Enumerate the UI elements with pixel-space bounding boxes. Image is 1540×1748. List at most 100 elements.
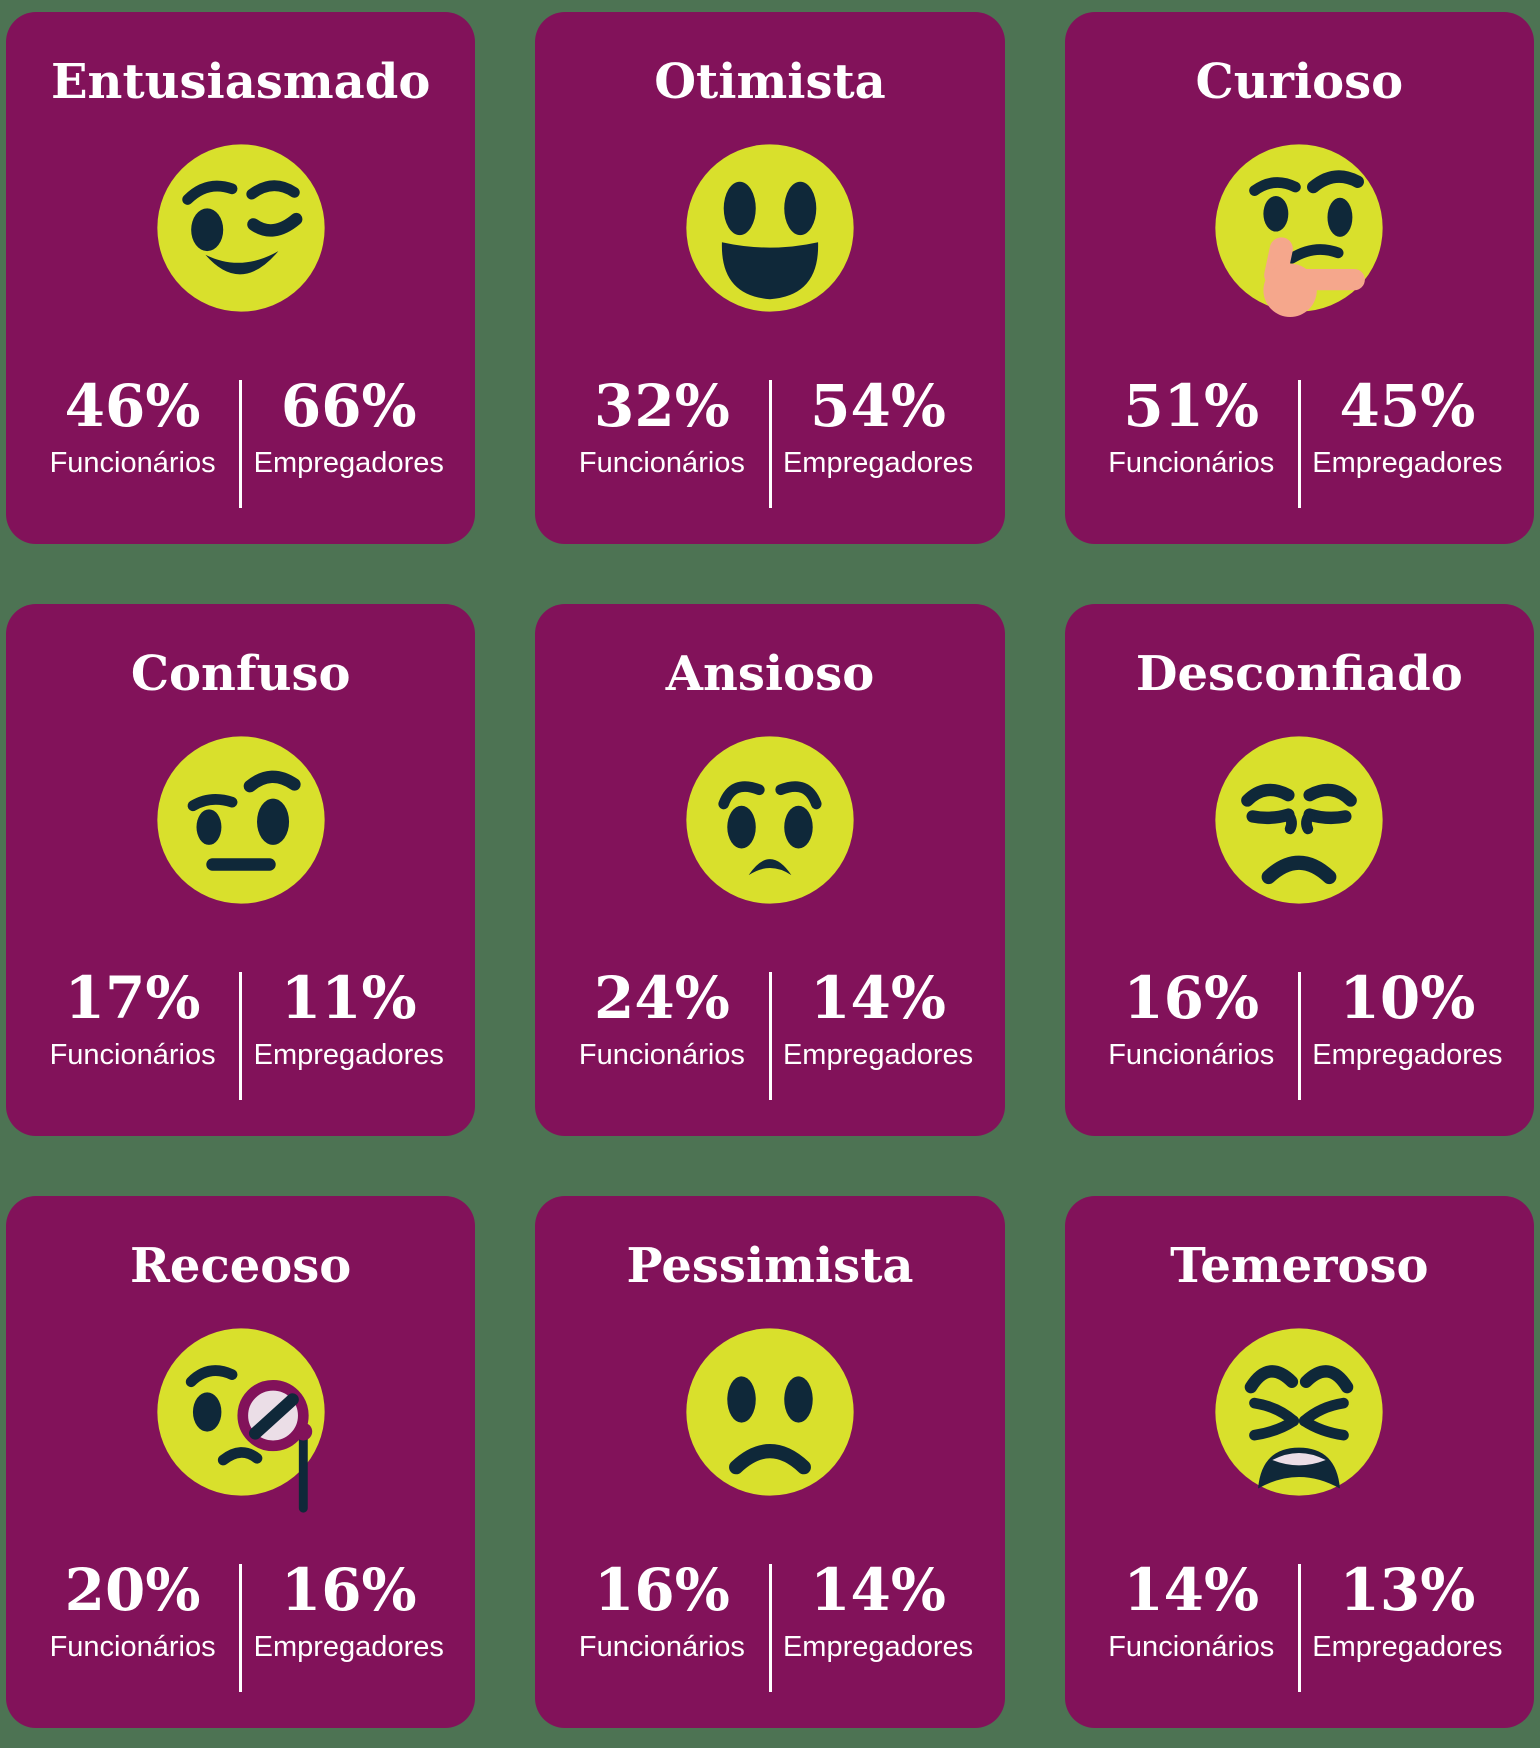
stats-divider <box>768 972 772 1100</box>
employees-stat: 17% Funcionários <box>26 968 239 1072</box>
card-title: Pessimista <box>626 1238 914 1294</box>
card-otimista: Otimista 32% Funcionários 54% Empregador… <box>535 12 1005 544</box>
employers-stat: 14% Empregadores <box>772 968 985 1072</box>
card-desconfiado: Desconfiado 16% Funcionários 10% Emprega… <box>1064 604 1534 1136</box>
employers-label: Empregadores <box>1312 1630 1503 1663</box>
employees-percentage: 32% <box>594 372 730 440</box>
employers-stat: 16% Empregadores <box>242 1560 455 1664</box>
card-receoso: Receoso 20% Funcionários 16% Empregadore… <box>6 1196 476 1728</box>
employers-label: Empregadores <box>782 1038 974 1071</box>
employees-percentage: 20% <box>64 1556 201 1624</box>
employers-label: Empregadores <box>782 1630 974 1663</box>
unamused-face-icon <box>1215 736 1383 904</box>
employees-label: Funcionários <box>1108 1630 1275 1663</box>
card-title: Receoso <box>130 1238 352 1294</box>
stats-row: 46% Funcionários 66% Empregadores <box>26 376 455 508</box>
employees-percentage: 16% <box>1123 964 1260 1032</box>
card-title: Ansioso <box>665 646 875 702</box>
card-entusiasmado: Entusiasmado 46% Funcionários 66% Empreg… <box>6 12 476 544</box>
raised-eyebrow-face-icon <box>156 736 325 904</box>
card-title: Curioso <box>1195 54 1404 110</box>
employees-stat: 24% Funcionários <box>555 968 768 1072</box>
employers-percentage: 16% <box>280 1556 417 1624</box>
employers-label: Empregadores <box>253 1630 444 1663</box>
card-title: Confuso <box>130 646 351 702</box>
card-title: Otimista <box>654 54 886 110</box>
stats-divider <box>1297 1564 1301 1692</box>
employees-stat: 14% Funcionários <box>1085 1560 1298 1664</box>
employees-percentage: 24% <box>594 964 730 1032</box>
card-title: Temeroso <box>1170 1238 1429 1294</box>
worried-face-icon <box>686 736 854 904</box>
employers-stat: 14% Empregadores <box>772 1560 985 1664</box>
stats-row: 32% Funcionários 54% Empregadores <box>555 376 984 508</box>
employees-label: Funcionários <box>49 1630 216 1663</box>
employers-label: Empregadores <box>1312 1038 1503 1071</box>
stats-row: 51% Funcionários 45% Empregadores <box>1085 376 1514 508</box>
employers-stat: 11% Empregadores <box>242 968 455 1072</box>
card-ansioso: Ansioso 24% Funcionários 14% Empregadore… <box>535 604 1005 1136</box>
employers-percentage: 14% <box>810 1556 946 1624</box>
employees-label: Funcionários <box>49 446 216 479</box>
employees-percentage: 17% <box>64 964 201 1032</box>
employees-stat: 20% Funcionários <box>26 1560 239 1664</box>
employees-percentage: 14% <box>1123 1556 1260 1624</box>
employees-label: Funcionários <box>49 1038 216 1071</box>
stats-row: 14% Funcionários 13% Empregadores <box>1085 1560 1514 1692</box>
stats-row: 16% Funcionários 10% Empregadores <box>1085 968 1514 1100</box>
employees-label: Funcionários <box>1108 1038 1275 1071</box>
employers-percentage: 45% <box>1339 372 1476 440</box>
employers-percentage: 66% <box>280 372 417 440</box>
stats-row: 16% Funcionários 14% Empregadores <box>555 1560 984 1692</box>
employers-label: Empregadores <box>782 446 974 479</box>
employees-stat: 46% Funcionários <box>26 376 239 480</box>
employers-percentage: 10% <box>1339 964 1476 1032</box>
employers-stat: 13% Empregadores <box>1301 1560 1514 1664</box>
employees-stat: 51% Funcionários <box>1085 376 1298 480</box>
card-temeroso: Temeroso 14% Funcionários 13% Empregador… <box>1064 1196 1534 1728</box>
employers-percentage: 13% <box>1339 1556 1476 1624</box>
stats-divider <box>768 1564 772 1692</box>
card-curioso: Curioso 51% Funcionários 45% Empregadore… <box>1064 12 1534 544</box>
employees-label: Funcionários <box>578 446 745 479</box>
employees-percentage: 51% <box>1123 372 1260 440</box>
employees-stat: 16% Funcionários <box>1085 968 1298 1072</box>
employers-percentage: 11% <box>280 964 417 1032</box>
employers-stat: 10% Empregadores <box>1301 968 1514 1072</box>
employers-label: Empregadores <box>253 446 444 479</box>
employees-stat: 16% Funcionários <box>555 1560 768 1664</box>
employers-label: Empregadores <box>1312 446 1503 479</box>
monocle-face-icon <box>156 1328 325 1513</box>
employees-label: Funcionários <box>1108 446 1275 479</box>
frowning-face-icon <box>686 1328 854 1496</box>
stats-row: 17% Funcionários 11% Empregadores <box>26 968 455 1100</box>
stats-divider <box>1297 972 1301 1100</box>
employers-label: Empregadores <box>253 1038 444 1071</box>
stats-divider <box>239 1564 243 1692</box>
card-confuso: Confuso 17% Funcionários 11% Empregadore… <box>6 604 476 1136</box>
employers-percentage: 14% <box>810 964 946 1032</box>
employers-percentage: 54% <box>810 372 946 440</box>
thinking-face-icon <box>1215 144 1383 317</box>
grinning-face-icon <box>686 144 854 312</box>
card-title: Desconfiado <box>1135 646 1463 702</box>
stats-row: 24% Funcionários 14% Empregadores <box>555 968 984 1100</box>
employees-label: Funcionários <box>578 1630 745 1663</box>
stats-row: 20% Funcionários 16% Empregadores <box>26 1560 455 1692</box>
card-pessimista: Pessimista 16% Funcionários 14% Empregad… <box>535 1196 1005 1728</box>
stats-divider <box>1297 380 1301 508</box>
employers-stat: 66% Empregadores <box>242 376 455 480</box>
employees-label: Funcionários <box>578 1038 745 1071</box>
stats-divider <box>768 380 772 508</box>
card-title: Entusiasmado <box>50 54 431 110</box>
stats-divider <box>239 380 243 508</box>
employers-stat: 45% Empregadores <box>1301 376 1514 480</box>
employees-stat: 32% Funcionários <box>555 376 768 480</box>
persevering-face-icon <box>1215 1328 1383 1496</box>
winking-face-icon <box>156 144 325 312</box>
employers-stat: 54% Empregadores <box>772 376 985 480</box>
stats-divider <box>239 972 243 1100</box>
employees-percentage: 46% <box>64 372 201 440</box>
employees-percentage: 16% <box>594 1556 730 1624</box>
